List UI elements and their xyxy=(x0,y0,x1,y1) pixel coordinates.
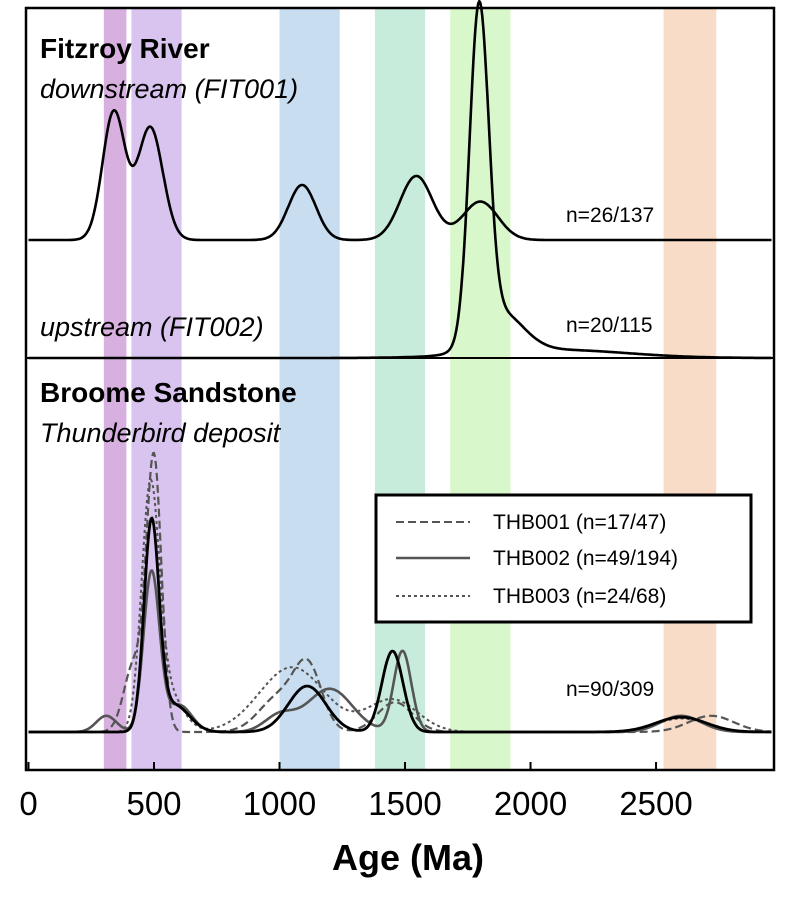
legend: THB001 (n=17/47) THB002 (n=49/194) THB00… xyxy=(374,493,753,624)
x-tick-label-2: 1000 xyxy=(243,785,316,822)
highlight-band-1 xyxy=(131,8,182,770)
highlight-band-4 xyxy=(450,8,511,770)
count-label-fit001: n=26/137 xyxy=(566,204,654,227)
panel-subtitle-downstream: downstream (FIT001) xyxy=(40,74,298,104)
curve-panel0-series0 xyxy=(28,109,772,242)
legend-label-thb001: THB001 (n=17/47) xyxy=(493,511,666,534)
x-axis: 0 500 1000 1500 2000 2500 xyxy=(19,762,693,822)
legend-label-thb003: THB003 (n=24/68) xyxy=(493,585,666,608)
curve-panel2-series3 xyxy=(28,516,772,734)
x-tick-label-4: 2000 xyxy=(494,785,567,822)
x-tick-label-1: 500 xyxy=(126,785,181,822)
count-label-broome: n=90/309 xyxy=(566,678,654,701)
legend-label-thb002: THB002 (n=49/194) xyxy=(493,547,678,570)
highlight-band-3 xyxy=(374,8,426,770)
x-axis-title: Age (Ma) xyxy=(332,837,484,878)
count-label-fit002: n=20/115 xyxy=(566,314,653,337)
curve-panel2-series0 xyxy=(28,451,772,734)
x-tick-label-5: 2500 xyxy=(619,785,692,822)
x-tick-label-0: 0 xyxy=(19,785,37,822)
panel-subtitle-thunderbird: Thunderbird deposit xyxy=(40,418,282,448)
plot-frame xyxy=(24,6,776,772)
panel-title-broome: Broome Sandstone xyxy=(40,377,297,408)
x-tick-label-3: 1500 xyxy=(368,785,441,822)
highlight-band-2 xyxy=(279,8,340,770)
panel-title-fitzroy: Fitzroy River xyxy=(40,33,210,64)
highlight-band-5 xyxy=(663,8,717,770)
highlight-band-0 xyxy=(103,8,127,770)
highlight-bands xyxy=(103,8,717,770)
curve-panel2-series1 xyxy=(28,569,772,734)
panel-subtitle-upstream: upstream (FIT002) xyxy=(40,312,264,342)
